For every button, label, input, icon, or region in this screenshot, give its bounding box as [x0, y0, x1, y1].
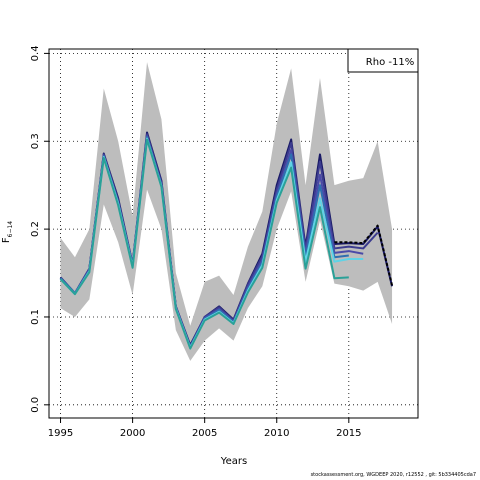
series-line-7: [334, 224, 394, 286]
y-tick-label: 0.2: [30, 221, 41, 237]
x-tick-label: 2015: [336, 428, 361, 439]
y-tick-label: 0.1: [30, 309, 41, 325]
axes: 1995 2000 2005 2010 2015 0.0 0.1 0.2 0.3 0.4: [30, 45, 362, 439]
confidence-ribbon: [60, 62, 393, 361]
y-tick-label: 0.0: [30, 397, 41, 413]
footer-credit: stockassessment.org, WGDEEP 2020, r12552…: [310, 472, 476, 478]
y-axis-title-main: F: [1, 237, 12, 243]
x-axis-title: Years: [220, 456, 247, 467]
legend-box: [347, 48, 419, 73]
plot-frame: [48, 48, 419, 419]
x-tick-label: 1995: [48, 428, 73, 439]
confidence-band: [60, 62, 393, 361]
x-tick-label: 2000: [120, 428, 145, 439]
y-tick-label: 0.4: [30, 45, 41, 61]
y-tick-label: 0.3: [30, 133, 41, 149]
series-line-6: [59, 138, 349, 350]
x-tick-label: 2010: [264, 428, 289, 439]
y-axis-title: F6−14: [1, 221, 14, 243]
series-lines: [59, 131, 394, 350]
legend-label: Rho -11%: [366, 57, 414, 68]
y-axis-title-subscript: 6−14: [7, 221, 14, 238]
legend: Rho -11%: [347, 48, 419, 73]
x-tick-label: 2005: [192, 428, 217, 439]
